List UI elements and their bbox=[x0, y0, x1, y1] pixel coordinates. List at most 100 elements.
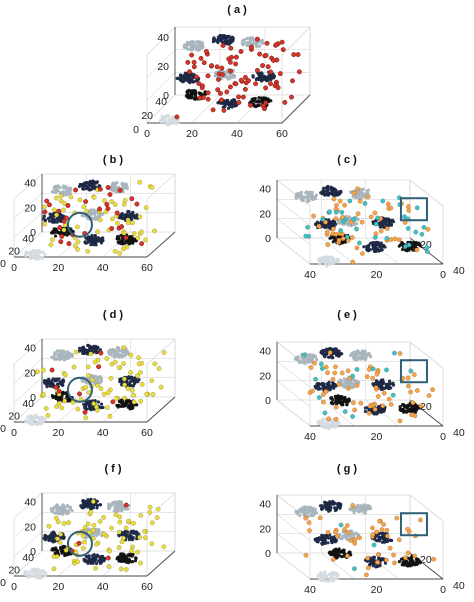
data-point-yellow bbox=[147, 504, 153, 510]
data-point-yellow bbox=[149, 378, 155, 384]
data-point-red bbox=[187, 69, 192, 75]
cluster-point bbox=[175, 76, 179, 80]
y-axis-line bbox=[146, 550, 176, 577]
data-point-cyan bbox=[342, 409, 348, 414]
cluster-point bbox=[133, 379, 137, 383]
cluster-point bbox=[357, 190, 361, 194]
data-point-red bbox=[134, 201, 140, 207]
data-point-red bbox=[107, 192, 113, 197]
cluster-point bbox=[301, 508, 305, 512]
cluster-point bbox=[42, 217, 46, 221]
cluster-point bbox=[51, 377, 55, 381]
x-tick-label: 0 bbox=[11, 581, 17, 593]
data-point-yellow bbox=[125, 386, 131, 391]
data-point-orange bbox=[397, 418, 403, 424]
data-point-yellow bbox=[101, 531, 107, 537]
data-point-orange bbox=[378, 228, 384, 234]
cluster-point bbox=[361, 351, 365, 355]
data-point-red bbox=[66, 241, 72, 247]
cluster-point bbox=[368, 506, 372, 511]
data-point-cyan bbox=[344, 234, 350, 240]
data-point-orange bbox=[340, 236, 346, 241]
data-point-cyan bbox=[357, 240, 362, 246]
data-point-red bbox=[238, 49, 244, 54]
cluster-point bbox=[53, 511, 57, 515]
cluster-point bbox=[120, 552, 125, 556]
data-point-cyan bbox=[390, 392, 396, 398]
data-point-orange bbox=[364, 374, 370, 379]
x-tick-label: 20 bbox=[52, 427, 64, 439]
data-point-orange bbox=[352, 407, 357, 413]
data-point-red bbox=[219, 65, 225, 71]
data-point-yellow bbox=[154, 515, 160, 520]
cluster-point bbox=[92, 216, 96, 220]
y-tick-label: 40 bbox=[22, 552, 34, 564]
cluster-point bbox=[362, 245, 366, 249]
data-point-yellow bbox=[108, 375, 114, 381]
cluster-point bbox=[68, 507, 72, 511]
cluster-point bbox=[36, 253, 40, 257]
cluster-point bbox=[64, 391, 68, 395]
cluster-point bbox=[375, 538, 379, 542]
cluster-point bbox=[101, 239, 105, 243]
data-point-red bbox=[97, 206, 103, 212]
cluster-point bbox=[303, 361, 307, 365]
cluster-point bbox=[399, 408, 403, 412]
cluster-point bbox=[54, 534, 58, 538]
cluster-point bbox=[84, 554, 88, 559]
cluster-point bbox=[80, 214, 85, 218]
data-point-red bbox=[279, 39, 285, 45]
data-point-red bbox=[44, 198, 50, 204]
cluster-point bbox=[120, 380, 124, 384]
data-point-yellow bbox=[112, 249, 118, 254]
cluster-point bbox=[187, 42, 191, 47]
cluster-point bbox=[84, 380, 88, 384]
cluster-point bbox=[68, 186, 72, 190]
data-point-cyan bbox=[313, 376, 318, 382]
cluster-point bbox=[319, 350, 323, 354]
cluster-point bbox=[50, 538, 54, 543]
data-point-yellow bbox=[90, 377, 95, 383]
data-point-red bbox=[271, 58, 276, 63]
z-tick-label: 40 bbox=[24, 178, 36, 190]
cluster-point bbox=[64, 193, 68, 197]
data-point-yellow bbox=[51, 566, 57, 572]
data-point-orange bbox=[372, 406, 378, 412]
cluster-point bbox=[343, 384, 347, 388]
cluster-point bbox=[115, 404, 120, 408]
cluster-point bbox=[60, 352, 64, 356]
data-point-yellow bbox=[83, 385, 89, 390]
cluster-point bbox=[66, 509, 70, 513]
cluster-point bbox=[293, 357, 297, 361]
cluster-point bbox=[365, 352, 369, 357]
data-point-orange bbox=[345, 553, 350, 559]
data-point-yellow bbox=[75, 406, 81, 412]
cluster-point bbox=[368, 353, 372, 358]
cluster-point bbox=[81, 499, 85, 503]
data-point-orange bbox=[312, 360, 317, 366]
cluster-point bbox=[67, 399, 71, 403]
data-point-red bbox=[205, 96, 211, 102]
gridline bbox=[321, 552, 355, 580]
cluster-point bbox=[306, 360, 310, 364]
data-point-red bbox=[105, 185, 111, 190]
cluster-point bbox=[55, 216, 60, 220]
cluster-point bbox=[230, 36, 235, 40]
y-tick-label: 40 bbox=[453, 427, 465, 439]
cluster-point bbox=[325, 187, 329, 191]
cluster-point bbox=[65, 350, 69, 354]
cluster-point bbox=[326, 420, 330, 424]
data-point-orange bbox=[366, 367, 372, 372]
cluster-point bbox=[326, 184, 330, 189]
data-point-yellow bbox=[91, 195, 97, 200]
cluster-point bbox=[397, 560, 401, 564]
data-point-yellow bbox=[55, 519, 61, 525]
cluster-point bbox=[24, 569, 28, 574]
cluster-point bbox=[312, 507, 316, 511]
cluster-point bbox=[126, 213, 130, 217]
cluster-point bbox=[119, 213, 123, 217]
cluster-point bbox=[224, 39, 228, 43]
data-point-yellow bbox=[109, 525, 114, 531]
